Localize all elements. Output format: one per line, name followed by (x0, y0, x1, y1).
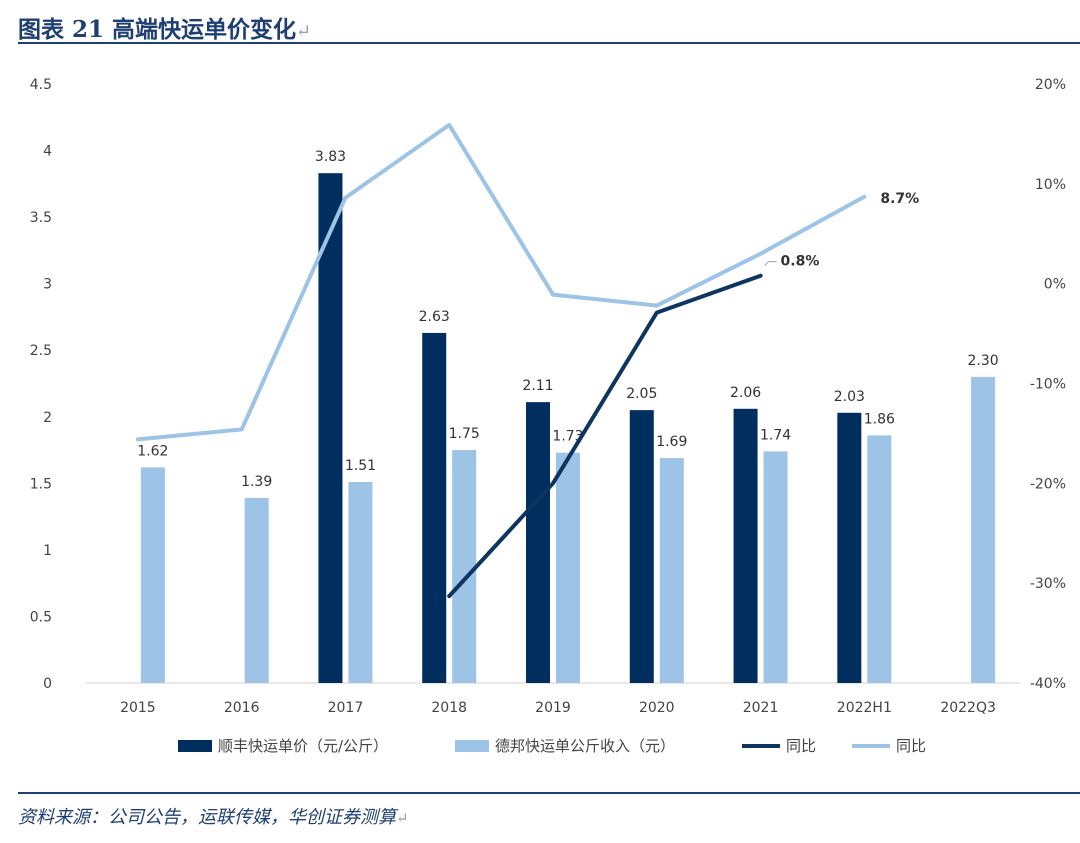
data-label-deppon: 2.30 (968, 353, 999, 369)
bar-deppon (556, 452, 580, 683)
bar-deppon (452, 450, 477, 683)
bar-deppon (348, 482, 373, 683)
data-label-sf: 2.63 (419, 309, 450, 325)
y-right-tick-label: -10% (1030, 377, 1066, 393)
y-right-tick-label: 20% (1035, 77, 1066, 93)
line-deppon-yoy (135, 122, 867, 442)
data-label-sf: 3.83 (315, 149, 346, 165)
legend-swatch (455, 740, 489, 752)
y-left-tick-label: 3 (43, 277, 52, 293)
y-left-tick-label: 1.5 (30, 476, 52, 492)
data-label-deppon: 1.86 (864, 411, 895, 427)
bar-sf (733, 408, 758, 683)
source-mark: ↵ (396, 809, 409, 827)
x-tick-label: 2022H1 (837, 700, 892, 716)
line-sf-yoy (447, 273, 763, 599)
bar-sf (629, 410, 654, 683)
y-left-tick-label: 4 (43, 144, 52, 160)
y-left-tick-label: 0.5 (30, 609, 52, 625)
y-right-tick-label: -20% (1030, 476, 1066, 492)
legend-label: 德邦快运单公斤收入（元） (495, 737, 675, 755)
data-label-deppon: 1.62 (137, 443, 168, 459)
bar-deppon (140, 467, 165, 683)
bar-sf (526, 402, 550, 683)
bar-deppon (763, 451, 788, 683)
source-divider (18, 792, 1080, 794)
y-left-tick-label: 2 (43, 410, 52, 426)
x-tick-label: 2020 (639, 700, 675, 716)
x-tick-label: 2016 (224, 700, 260, 716)
legend-label: 顺丰快运单价（元/公斤） (218, 737, 388, 755)
x-tick-label: 2015 (120, 700, 156, 716)
y-left-tick-label: 4.5 (30, 77, 52, 93)
title-bar: 图表 21 高端快运单价变化↵ (18, 8, 1080, 44)
y-left-tick-label: 0 (43, 676, 52, 692)
y-left-tick-label: 3.5 (30, 210, 52, 226)
bar-sf (837, 412, 862, 683)
data-label-sf: 2.05 (626, 386, 657, 402)
data-label-deppon: 1.39 (241, 474, 272, 490)
x-tick-label: 2017 (328, 700, 364, 716)
bar-deppon (244, 497, 269, 683)
x-tick-label: 2018 (431, 700, 467, 716)
bar-deppon (971, 376, 996, 683)
data-label-deppon: 1.73 (552, 429, 583, 445)
y-right-tick-label: 0% (1044, 277, 1066, 293)
y-left-tick-label: 2.5 (30, 343, 52, 359)
line-sf-yoy-end-label: 0.8% (781, 254, 820, 270)
legend-label: 同比 (896, 737, 926, 755)
data-label-sf: 2.03 (834, 389, 865, 405)
chart-title-text: 图表 21 高端快运单价变化 (18, 16, 297, 43)
y-right-tick-label: 10% (1035, 177, 1066, 193)
data-label-sf: 2.11 (522, 378, 553, 394)
data-label-deppon: 1.75 (449, 426, 480, 442)
source-text: 资料来源：公司公告，运联传媒，华创证券测算 (18, 807, 396, 828)
legend-swatch (178, 740, 212, 752)
data-label-deppon: 1.69 (656, 434, 687, 450)
x-tick-label: 2019 (535, 700, 571, 716)
bar-sf (422, 332, 447, 683)
x-tick-label: 2021 (743, 700, 779, 716)
line-deppon-yoy-end-label: 8.7% (880, 191, 919, 207)
data-label-deppon: 1.51 (345, 458, 376, 474)
y-right-tick-label: -40% (1030, 676, 1066, 692)
paragraph-mark: ↵ (296, 21, 312, 42)
source-note: 资料来源：公司公告，运联传媒，华创证券测算↵ (18, 803, 409, 829)
data-label-sf: 2.06 (730, 385, 761, 401)
annotation-leader (764, 261, 777, 267)
chart-title: 图表 21 高端快运单价变化↵ (18, 10, 311, 44)
x-tick-label: 2022Q3 (940, 700, 996, 716)
data-label-deppon: 1.74 (760, 427, 791, 443)
bar-sf (318, 173, 343, 683)
bar-deppon (659, 458, 684, 683)
combo-chart: 0 0.5 1 1.5 2 2.5 3 3.5 4 4.5 -40% -30% -20% -10% 0% 10… (30, 77, 1066, 755)
y-left-tick-label: 1 (43, 543, 52, 559)
legend-label: 同比 (786, 737, 816, 755)
y-right-tick-label: -30% (1030, 576, 1066, 592)
bar-deppon (867, 435, 892, 683)
